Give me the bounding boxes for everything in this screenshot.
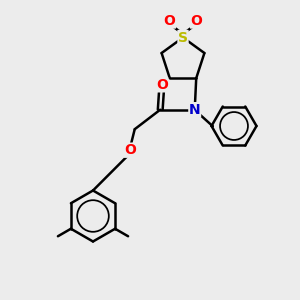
Text: O: O xyxy=(156,78,168,92)
Text: O: O xyxy=(190,14,202,28)
Text: S: S xyxy=(178,31,188,44)
Text: O: O xyxy=(164,14,175,28)
Text: O: O xyxy=(124,143,136,157)
Text: N: N xyxy=(189,103,200,117)
